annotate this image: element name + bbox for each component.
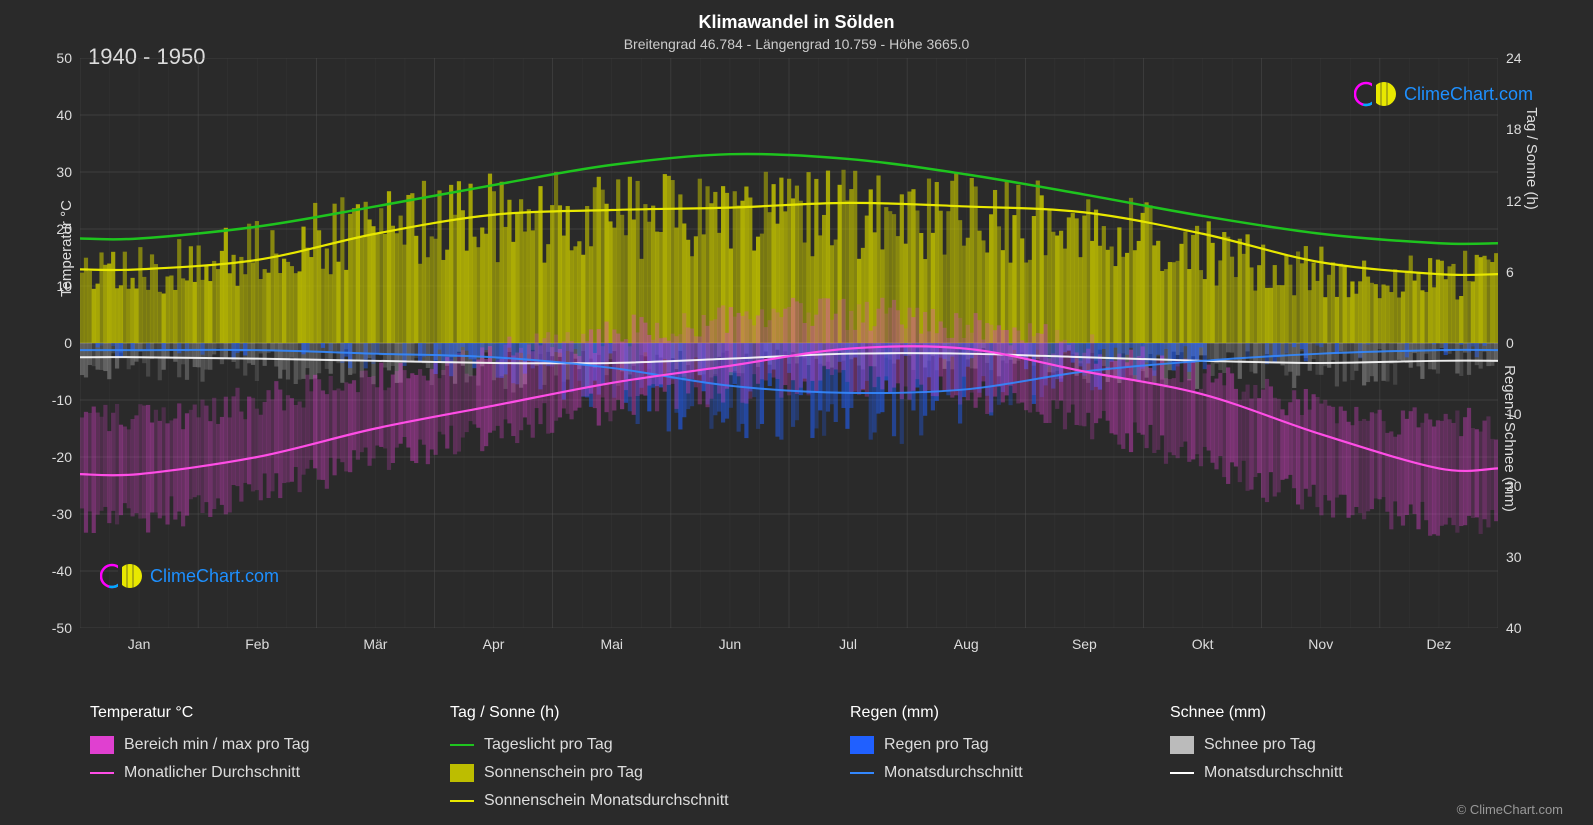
- legend-item: Monatlicher Durchschnitt: [90, 764, 410, 782]
- y-tick-right-mm: 30: [1506, 549, 1522, 565]
- legend-label: Monatsdurchschnitt: [1204, 764, 1343, 782]
- legend-swatch: [450, 800, 474, 802]
- x-tick-month: Nov: [1301, 636, 1341, 652]
- legend-swatch: [450, 744, 474, 746]
- legend-label: Sonnenschein Monatsdurchschnitt: [484, 792, 729, 810]
- legend-label: Bereich min / max pro Tag: [124, 736, 310, 754]
- watermark-logo-icon: [100, 562, 144, 590]
- x-tick-month: Jan: [119, 636, 159, 652]
- legend-item: Monatsdurchschnitt: [1170, 764, 1450, 782]
- chart-title: Klimawandel in Sölden: [0, 12, 1593, 33]
- y-axis-right-top-label: Tag / Sonne (h): [1523, 107, 1540, 210]
- y-tick-left: 30: [42, 164, 72, 180]
- legend-item: Tageslicht pro Tag: [450, 736, 810, 754]
- legend-title: Regen (mm): [850, 704, 1130, 722]
- legend-column: Regen (mm) Regen pro Tag Monatsdurchschnit…: [850, 704, 1130, 810]
- legend-label: Monatsdurchschnitt: [884, 764, 1023, 782]
- y-tick-left: 20: [42, 221, 72, 237]
- legend-title: Tag / Sonne (h): [450, 704, 810, 722]
- x-tick-month: Okt: [1183, 636, 1223, 652]
- y-tick-left: -50: [42, 620, 72, 636]
- y-tick-right-mm: 20: [1506, 478, 1522, 494]
- legend-column: Schnee (mm) Schnee pro Tag Monatsdurchschn…: [1170, 704, 1450, 810]
- legend-swatch: [1170, 772, 1194, 774]
- legend-swatch: [450, 764, 474, 782]
- watermark-text: ClimeChart.com: [150, 566, 279, 587]
- legend-label: Tageslicht pro Tag: [484, 736, 613, 754]
- legend: Temperatur °C Bereich min / max pro Tag Mo…: [90, 704, 1553, 810]
- y-tick-left: -10: [42, 392, 72, 408]
- y-tick-left: -20: [42, 449, 72, 465]
- y-tick-right-mm: 40: [1506, 620, 1522, 636]
- legend-swatch: [1170, 736, 1194, 754]
- y-tick-left: 40: [42, 107, 72, 123]
- copyright-label: © ClimeChart.com: [1457, 802, 1563, 817]
- legend-column: Tag / Sonne (h) Tageslicht pro Tag Sonnens…: [450, 704, 810, 810]
- y-tick-right-hours: 18: [1506, 121, 1522, 137]
- legend-swatch: [90, 772, 114, 774]
- legend-title: Temperatur °C: [90, 704, 410, 722]
- legend-item: Bereich min / max pro Tag: [90, 736, 410, 754]
- chart-subtitle: Breitengrad 46.784 - Längengrad 10.759 -…: [0, 36, 1593, 52]
- legend-item: Sonnenschein Monatsdurchschnitt: [450, 792, 810, 810]
- legend-item: Monatsdurchschnitt: [850, 764, 1130, 782]
- x-tick-month: Jun: [710, 636, 750, 652]
- watermark-text: ClimeChart.com: [1404, 84, 1533, 105]
- chart-plot-area: [80, 58, 1498, 628]
- y-tick-right-hours: 24: [1506, 50, 1522, 66]
- legend-swatch: [90, 736, 114, 754]
- y-tick-left: 0: [42, 335, 72, 351]
- legend-label: Regen pro Tag: [884, 736, 989, 754]
- watermark-logo-icon: [1354, 80, 1398, 108]
- x-tick-month: Feb: [237, 636, 277, 652]
- y-tick-right-hours: 12: [1506, 193, 1522, 209]
- watermark-bottom: ClimeChart.com: [100, 562, 279, 590]
- y-tick-left: -30: [42, 506, 72, 522]
- y-tick-right-hours: 0: [1506, 335, 1514, 351]
- legend-swatch: [850, 736, 874, 754]
- chart-svg: [80, 58, 1498, 628]
- legend-swatch: [850, 772, 874, 774]
- x-tick-month: Mai: [592, 636, 632, 652]
- x-tick-month: Jul: [828, 636, 868, 652]
- legend-label: Monatlicher Durchschnitt: [124, 764, 300, 782]
- legend-item: Schnee pro Tag: [1170, 736, 1450, 754]
- y-tick-left: 10: [42, 278, 72, 294]
- x-tick-month: Sep: [1064, 636, 1104, 652]
- legend-title: Schnee (mm): [1170, 704, 1450, 722]
- legend-label: Schnee pro Tag: [1204, 736, 1316, 754]
- x-tick-month: Apr: [474, 636, 514, 652]
- legend-item: Regen pro Tag: [850, 736, 1130, 754]
- y-tick-left: -40: [42, 563, 72, 579]
- watermark-top: ClimeChart.com: [1354, 80, 1533, 108]
- y-tick-right-mm: 10: [1506, 406, 1522, 422]
- y-tick-left: 50: [42, 50, 72, 66]
- legend-column: Temperatur °C Bereich min / max pro Tag Mo…: [90, 704, 410, 810]
- x-tick-month: Mär: [355, 636, 395, 652]
- x-tick-month: Aug: [946, 636, 986, 652]
- y-tick-right-hours: 6: [1506, 264, 1514, 280]
- legend-label: Sonnenschein pro Tag: [484, 764, 643, 782]
- x-tick-month: Dez: [1419, 636, 1459, 652]
- legend-item: Sonnenschein pro Tag: [450, 764, 810, 782]
